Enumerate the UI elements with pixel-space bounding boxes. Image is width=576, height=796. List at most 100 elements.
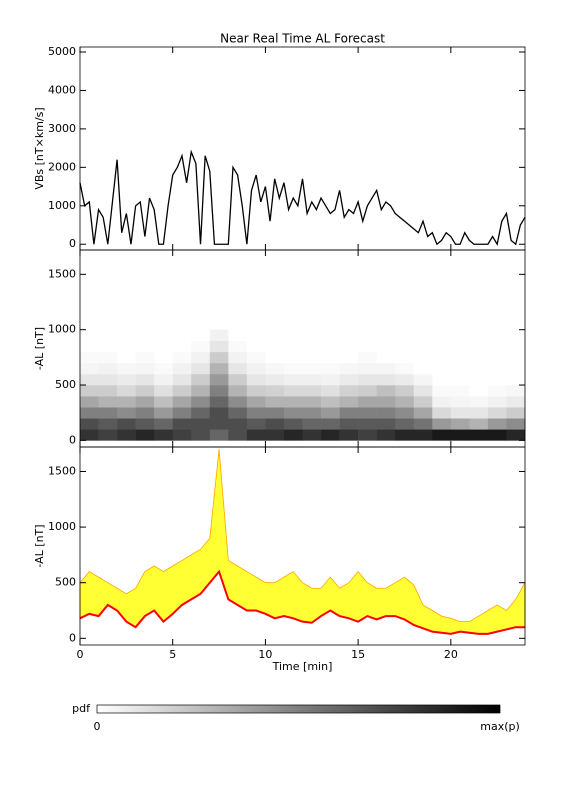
pdf-cell [135, 362, 155, 375]
pdf-cell [376, 329, 396, 342]
pdf-cell [98, 362, 118, 375]
pdf-cell [283, 429, 303, 441]
pdf-cell [358, 385, 377, 397]
y-tick-label: 2000 [48, 160, 76, 173]
pdf-cell [487, 407, 507, 419]
pdf-cell [154, 396, 174, 408]
colorbar [96, 704, 501, 714]
pdf-cell [450, 351, 470, 364]
y-tick-label: 3000 [48, 122, 76, 135]
pdf-cell [450, 385, 470, 397]
pdf-cell [154, 429, 174, 441]
y-tick-label: 1000 [48, 323, 76, 336]
pdf-cell [321, 385, 340, 397]
chart-title: Near Real Time AL Forecast [220, 32, 385, 46]
pdf-cell [246, 351, 266, 364]
pdf-cell [339, 373, 359, 386]
pdf-cell [117, 418, 136, 430]
pdf-cell [117, 407, 136, 419]
pdf-cell [191, 373, 211, 386]
pdf-cell [506, 418, 526, 430]
pdf-cell [487, 351, 507, 364]
pdf-cell [413, 373, 433, 386]
pdf-cell [358, 418, 377, 430]
pdf-cell [376, 340, 396, 353]
pdf-cell [395, 385, 415, 397]
pdf-cell [135, 329, 155, 342]
pdf-cell [80, 329, 99, 342]
pdf-cell [172, 396, 192, 408]
pdf-cell [228, 407, 248, 419]
pdf-cell [432, 351, 452, 364]
pdf-cell [376, 396, 396, 408]
pdf-cell [80, 351, 99, 364]
pdf-cell [487, 373, 507, 386]
y-tick-label: 0 [69, 631, 76, 644]
pdf-cell [321, 362, 340, 375]
pdf-cell [302, 351, 322, 364]
pdf-cell [395, 362, 415, 375]
x-tick-label: 10 [258, 648, 272, 661]
pdf-cell [80, 407, 99, 419]
pdf-cell [302, 340, 322, 353]
pdf-cell [469, 373, 489, 386]
pdf-cell [80, 429, 99, 441]
pdf-cell [469, 429, 489, 441]
y-axis-label: -AL [nT] [33, 327, 46, 370]
y-tick-label: 500 [55, 576, 76, 589]
pdf-cell [469, 351, 489, 364]
pdf-cell [209, 396, 229, 408]
pdf-cell [358, 340, 377, 353]
pdf-cell [172, 418, 192, 430]
pdf-cell [339, 429, 359, 441]
pdf-cell [506, 407, 526, 419]
pdf-cell [376, 385, 396, 397]
pdf-cell [302, 407, 322, 419]
pdf-cell [191, 418, 211, 430]
pdf-cell [395, 396, 415, 408]
y-tick-label: 4000 [48, 83, 76, 96]
pdf-cell [246, 362, 266, 375]
pdf-cell [339, 385, 359, 397]
pdf-cell [265, 407, 285, 419]
pdf-cell [376, 418, 396, 430]
pdf-cell [358, 351, 377, 364]
pdf-cell [469, 362, 489, 375]
pdf-cell [80, 373, 99, 386]
pdf-cell [450, 362, 470, 375]
pdf-cell [469, 407, 489, 419]
pdf-cell [321, 407, 340, 419]
y-tick-label: 5000 [48, 45, 76, 58]
pdf-cell [469, 418, 489, 430]
pdf-cell [191, 429, 211, 441]
pdf-cell [98, 429, 118, 441]
pdf-cell [209, 373, 229, 386]
colorbar-min: 0 [94, 720, 101, 733]
pdf-cell [117, 373, 136, 386]
pdf-cell [413, 340, 433, 353]
pdf-cell [154, 418, 174, 430]
pdf-cell [246, 418, 266, 430]
pdf-cell [154, 373, 174, 386]
y-tick-label: 0 [69, 237, 76, 250]
pdf-cell [339, 396, 359, 408]
pdf-cell [450, 329, 470, 342]
pdf-cell [413, 407, 433, 419]
pdf-cell [506, 351, 526, 364]
pdf-cell [209, 418, 229, 430]
pdf-cell [191, 396, 211, 408]
pdf-cell [172, 329, 192, 342]
pdf-cell [487, 396, 507, 408]
pdf-cell [191, 362, 211, 375]
pdf-cell [432, 429, 452, 441]
pdf-cell [135, 418, 155, 430]
y-axis-label: -AL [nT] [33, 524, 46, 567]
pdf-cell [135, 373, 155, 386]
pdf-cell [283, 373, 303, 386]
pdf-cell [413, 351, 433, 364]
pdf-cell [283, 396, 303, 408]
pdf-cell [191, 351, 211, 364]
pdf-cell [302, 429, 322, 441]
pdf-cell [246, 385, 266, 397]
